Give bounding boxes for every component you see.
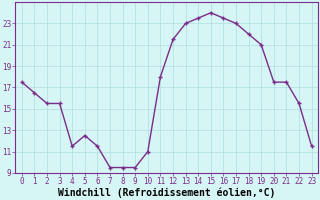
X-axis label: Windchill (Refroidissement éolien,°C): Windchill (Refroidissement éolien,°C) — [58, 187, 276, 198]
